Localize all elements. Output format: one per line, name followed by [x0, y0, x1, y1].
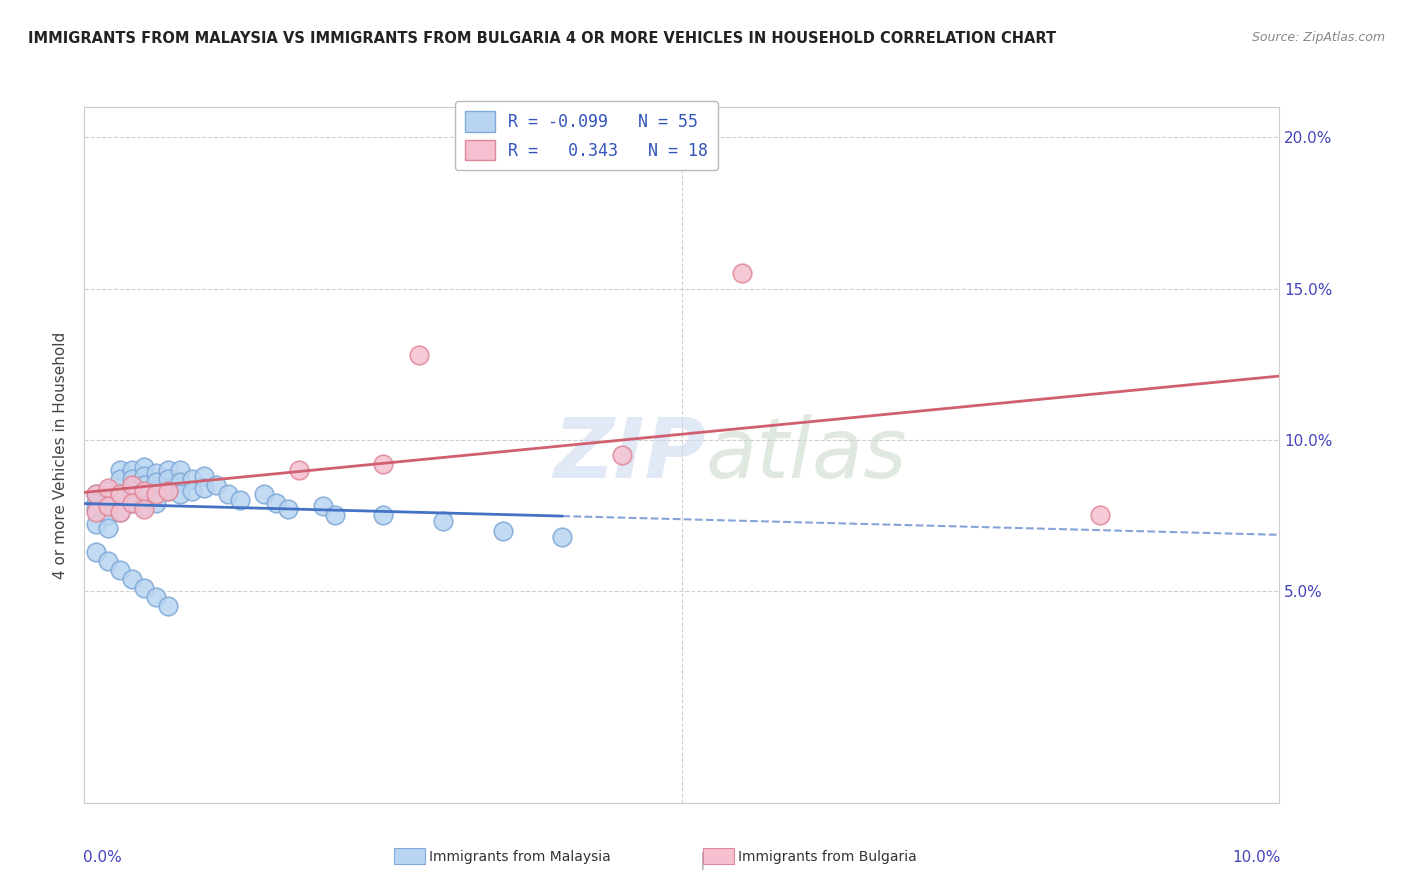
Point — [205, 478, 228, 492]
Text: 10.0%: 10.0% — [1232, 850, 1281, 865]
Point — [432, 515, 454, 529]
Point — [110, 463, 132, 477]
Point — [86, 496, 108, 510]
Text: ZIP: ZIP — [553, 415, 706, 495]
Point — [121, 496, 143, 510]
Point — [97, 508, 120, 523]
Point — [121, 484, 143, 499]
Point — [132, 484, 156, 499]
Point — [157, 484, 180, 499]
Text: |: | — [700, 852, 706, 870]
Point — [551, 530, 574, 544]
Point — [110, 487, 132, 501]
Point — [217, 487, 239, 501]
Point — [132, 478, 156, 492]
Text: Source: ZipAtlas.com: Source: ZipAtlas.com — [1251, 31, 1385, 45]
Point — [110, 472, 132, 486]
Point — [373, 457, 395, 471]
Point — [86, 487, 108, 501]
Point — [408, 348, 430, 362]
Point — [121, 472, 143, 486]
Point — [145, 487, 167, 501]
Point — [264, 496, 287, 510]
Point — [157, 484, 180, 499]
Point — [86, 487, 108, 501]
Point — [97, 493, 120, 508]
Point — [277, 502, 299, 516]
Text: 0.0%: 0.0% — [83, 850, 122, 865]
Point — [110, 505, 132, 519]
Point — [181, 472, 204, 486]
Point — [325, 508, 347, 523]
Y-axis label: 4 or more Vehicles in Household: 4 or more Vehicles in Household — [53, 331, 69, 579]
Point — [121, 496, 143, 510]
Point — [97, 520, 120, 534]
Text: Immigrants from Bulgaria: Immigrants from Bulgaria — [738, 850, 917, 864]
Point — [157, 472, 180, 486]
Point — [145, 496, 167, 510]
Point — [312, 500, 335, 514]
Point — [145, 475, 167, 490]
Point — [181, 484, 204, 499]
Point — [288, 463, 311, 477]
Point — [145, 466, 167, 480]
Legend: R = -0.099   N = 55, R =   0.343   N = 18: R = -0.099 N = 55, R = 0.343 N = 18 — [454, 102, 718, 170]
Point — [132, 502, 156, 516]
Point — [253, 487, 276, 501]
Point — [132, 460, 156, 475]
Point — [1090, 508, 1112, 523]
Point — [132, 487, 156, 501]
Point — [731, 267, 754, 281]
Point — [110, 487, 132, 501]
Point — [97, 500, 120, 514]
Point — [193, 481, 215, 495]
Point — [228, 493, 252, 508]
Point — [145, 590, 167, 604]
Point — [169, 463, 191, 477]
Point — [612, 448, 634, 462]
Point — [157, 599, 180, 614]
Point — [157, 463, 180, 477]
Point — [373, 508, 395, 523]
Point — [110, 563, 132, 577]
Point — [169, 487, 191, 501]
Text: Immigrants from Malaysia: Immigrants from Malaysia — [429, 850, 610, 864]
Point — [193, 469, 215, 483]
Point — [97, 481, 120, 495]
Point — [145, 487, 167, 501]
Text: atlas: atlas — [706, 415, 907, 495]
Point — [121, 478, 143, 492]
Point — [97, 500, 120, 514]
Point — [169, 475, 191, 490]
Point — [121, 463, 143, 477]
Text: IMMIGRANTS FROM MALAYSIA VS IMMIGRANTS FROM BULGARIA 4 OR MORE VEHICLES IN HOUSE: IMMIGRANTS FROM MALAYSIA VS IMMIGRANTS F… — [28, 31, 1056, 46]
Point — [132, 500, 156, 514]
Point — [110, 505, 132, 519]
Point — [97, 484, 120, 499]
Point — [86, 517, 108, 532]
Point — [86, 502, 108, 516]
Point — [132, 581, 156, 595]
Point — [86, 505, 108, 519]
Point — [86, 545, 108, 559]
Point — [97, 554, 120, 568]
Point — [132, 469, 156, 483]
Point — [492, 524, 515, 538]
Point — [121, 572, 143, 586]
